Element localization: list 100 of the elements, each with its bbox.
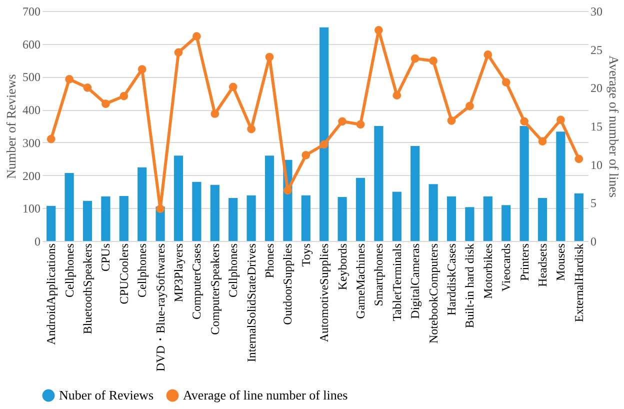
point: [429, 56, 438, 66]
bar: [483, 196, 492, 241]
point: [120, 92, 128, 100]
point: [466, 102, 474, 110]
point: [392, 91, 402, 100]
point: [502, 78, 510, 86]
bar: [465, 207, 474, 241]
x-tick-label: Cellphones: [62, 243, 76, 298]
y-axis-title: Number of Reviews: [4, 74, 18, 179]
x-tick-label: InternalSolidStateDrives: [244, 243, 258, 362]
point: [210, 110, 220, 118]
x-tick-label: Mouses: [554, 243, 568, 281]
y2-tick-label: 30: [590, 4, 602, 18]
y-tick-label: 300: [22, 136, 40, 150]
bar: [228, 198, 238, 241]
y-tick-label: 100: [22, 202, 40, 216]
x-tick-label: Keybords: [335, 243, 350, 290]
bar: [502, 205, 511, 241]
bar: [520, 126, 529, 241]
x-tick-label: Vieocards: [499, 243, 514, 292]
point: [356, 120, 365, 129]
bar: [119, 196, 128, 241]
point: [302, 150, 310, 160]
bar: [392, 192, 402, 241]
y-tick-label: 200: [22, 168, 40, 183]
bar: [192, 182, 202, 241]
bar: [64, 172, 74, 241]
bar: [246, 195, 256, 241]
bar: [101, 196, 110, 241]
y-tick-label: 0: [34, 234, 40, 248]
x-tick-label: DVD・Blue-raySoftwares: [153, 243, 168, 372]
bar: [320, 27, 329, 241]
point: [520, 117, 528, 126]
bar: [410, 146, 420, 241]
x-tick-label: TabletTerminals: [390, 243, 404, 322]
x-tick-label: Motorbikes: [480, 243, 495, 299]
y-tick-label: 400: [22, 103, 40, 118]
x-tick-label: OutdoorSupplies: [280, 243, 295, 325]
bar: [174, 156, 184, 241]
legend-label: Nuber of Reviews: [59, 388, 154, 403]
x-tick-label: AndroidApplications: [44, 243, 58, 345]
point: [484, 50, 492, 59]
y2-tick-label: 15: [590, 120, 602, 134]
x-tick-label: BluetoothSpeakers: [80, 243, 94, 334]
x-tick-label: Built-in hard disk: [462, 244, 477, 328]
y-tick-label: 500: [22, 70, 40, 84]
point: [538, 137, 547, 146]
x-tick-label: Printers: [517, 243, 532, 281]
x-tick-label: HarddiskCases: [444, 243, 458, 316]
point: [65, 75, 74, 84]
point: [138, 65, 146, 74]
x-tick-label: CPUs: [98, 243, 113, 272]
point: [265, 52, 274, 62]
x-tick-label: GameMachines: [354, 243, 368, 319]
bar: [264, 156, 274, 241]
point: [320, 140, 328, 149]
x-tick-label: DigitalCameras: [408, 243, 422, 319]
x-tick-label: ExternalHardisk: [572, 244, 586, 322]
x-tick-label: NotebookComputers: [426, 243, 440, 344]
bar: [301, 195, 310, 241]
x-tick-label: ComputerSpeakers: [208, 243, 222, 335]
point: [447, 116, 456, 125]
y-tick-label: 600: [22, 37, 40, 52]
point: [192, 32, 201, 40]
x-tick-label: CPUCoolers: [116, 243, 131, 304]
x-tick-label: MP3Players: [172, 243, 186, 302]
y2-tick-label: 0: [590, 234, 596, 248]
point: [174, 48, 183, 57]
point: [338, 117, 346, 126]
point: [46, 134, 56, 144]
point: [156, 204, 164, 213]
x-tick-label: Toys: [298, 243, 313, 267]
point: [102, 100, 110, 108]
x-tick-label: Headsets: [536, 243, 550, 287]
x-tick-label: Phones: [262, 243, 276, 278]
bar: [538, 198, 548, 241]
bar: [82, 200, 92, 241]
point: [247, 124, 256, 134]
y-tick-label: 700: [22, 4, 40, 18]
y2-axis-title: Average of number of lines: [606, 56, 622, 198]
point: [574, 154, 584, 164]
bar: [210, 184, 220, 241]
y2-tick-label: 25: [590, 42, 602, 57]
bar: [356, 178, 366, 241]
point: [228, 82, 238, 92]
point: [284, 186, 292, 195]
bar: [338, 196, 347, 241]
point: [83, 83, 92, 92]
bar: [138, 167, 147, 241]
legend-label: Average of line number of lines: [183, 388, 348, 403]
x-tick-label: Smartphones: [372, 243, 386, 306]
bar: [574, 193, 584, 241]
bar: [428, 184, 438, 241]
bar: [446, 196, 456, 241]
point: [374, 26, 383, 34]
x-tick-label: AutomotiveSupplies: [317, 243, 332, 342]
y2-tick-label: 10: [590, 158, 602, 172]
bar: [556, 132, 566, 241]
point: [556, 116, 565, 124]
x-tick-label: Cellphones: [135, 243, 150, 298]
